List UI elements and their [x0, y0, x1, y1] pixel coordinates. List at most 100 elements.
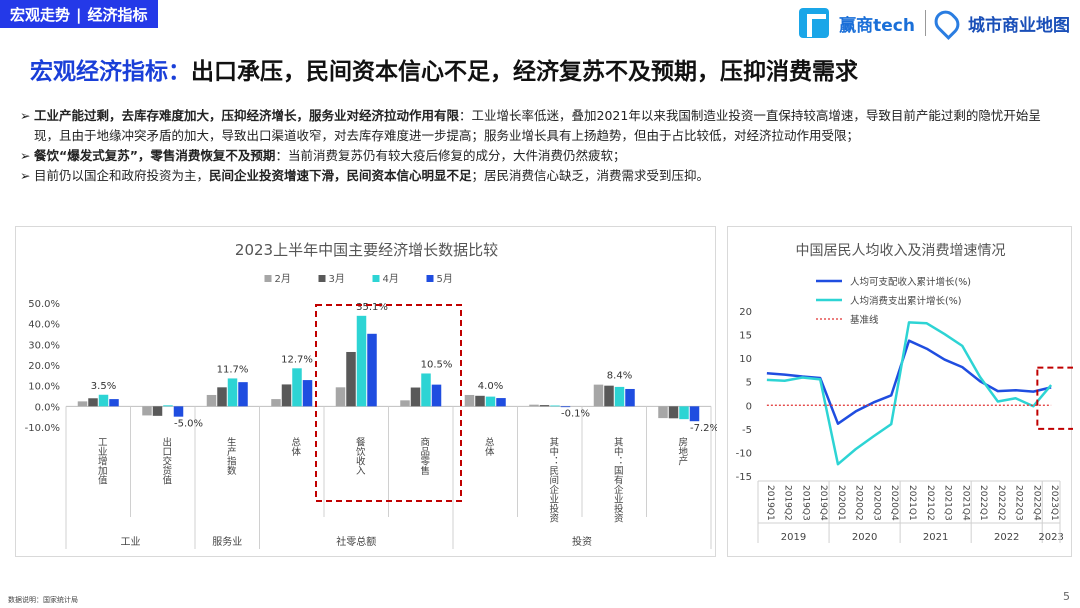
bar [421, 373, 431, 407]
category-label: 其中：民间企业投资 [547, 437, 559, 523]
data-label: 12.7% [281, 354, 313, 365]
legend-label: 基准线 [850, 314, 879, 326]
bar [152, 406, 163, 416]
bar [614, 386, 625, 407]
bar [625, 388, 635, 407]
data-label: 3.5% [91, 381, 116, 392]
y-tick-label: 40.0% [28, 320, 60, 331]
bar-chart-panel: 2023上半年中国主要经济增长数据比较 2月 3月 4月 5月 50.0% 40.0% 30.… [15, 226, 719, 557]
x-tick-label: 2019Q2 [783, 485, 793, 521]
bullet-marker-icon: ➢ [20, 148, 31, 163]
group-label: 投资 [572, 535, 592, 548]
y-tick-label: 0.0% [35, 402, 60, 413]
legend-label: 4月 [383, 273, 399, 285]
bar [206, 394, 217, 407]
bar [431, 384, 442, 407]
bar [475, 395, 485, 407]
line-chart-title: 中国居民人均收入及消费增速情况 [796, 243, 1006, 259]
bar [356, 315, 367, 407]
y-tick-label: 15 [739, 331, 752, 342]
category-label: 生产指数 [225, 436, 237, 476]
brand-logos: 赢商tech 城市商业地图 [799, 6, 1070, 40]
bar [238, 382, 248, 407]
bullet-text: ：工业增长率低迷，叠加2021年以来我国制造业投资一直保持较高增速，导致目前产能… [34, 108, 1041, 143]
y-tick-label: 10 [739, 354, 752, 365]
category-label: 其中：国有企业投资 [612, 437, 624, 523]
x-tick-label: 2020Q3 [871, 485, 881, 521]
x-tick-label: 2022Q2 [996, 485, 1006, 521]
bar [217, 387, 227, 407]
y-tick-label: -10 [736, 448, 752, 459]
x-tick-label: 2019Q1 [765, 485, 775, 521]
data-label: -5.0% [174, 419, 203, 430]
bullet-content: 餐饮“爆发式复苏”，零售消费恢复不及预期：当前消费复苏仍有较大疫后修复的成分，大… [34, 146, 625, 166]
page-title: 宏观经济指标：出口承压，民间资本信心不足，经济复苏不及预期，压抑消费需求 [30, 52, 858, 86]
y-tick-label: -5 [742, 425, 752, 436]
x-tick-label: 2023Q1 [1049, 485, 1059, 521]
y-tick-label: 20.0% [28, 361, 60, 372]
legend-label: 2月 [275, 273, 291, 285]
city-map-logo-text: 城市商业地图 [968, 15, 1070, 36]
bullet-content: 工业产能过剩，去库存难度加大，压抑经济增长，服务业对经济拉动作用有限：工业增长率… [34, 106, 1060, 146]
x-tick-label: 2022Q4 [1031, 485, 1041, 521]
logo-divider [925, 10, 926, 36]
bar-chart: 2023上半年中国主要经济增长数据比较 2月 3月 4月 5月 50.0% 40.0% 30.… [25, 241, 719, 549]
highlight-box [1036, 366, 1077, 430]
bar [658, 406, 668, 419]
bar [410, 387, 421, 407]
highlight-box [315, 304, 462, 502]
winshang-logo-icon [799, 8, 830, 38]
bullet-pre: 目前仍以国企和政府投资为主， [34, 168, 210, 183]
y-tick-label: 20 [739, 307, 752, 318]
year-label: 2021 [923, 532, 948, 543]
group-label: 服务业 [212, 535, 242, 548]
group-label: 社零总额 [336, 535, 376, 548]
bar [98, 394, 109, 407]
data-source-note: 数据说明：国家统计局 [8, 596, 78, 604]
bullet-text: ：当前消费复苏仍有较大疫后修复的成分，大件消费仍然疲软； [275, 148, 626, 163]
section-tag-right: 经济指标 [87, 6, 148, 24]
legend-label: 人均可支配收入累计增长(%) [850, 276, 971, 288]
year-label: 2022 [994, 532, 1019, 543]
bar [142, 406, 152, 416]
bullet-bold: 餐饮“爆发式复苏”，零售消费恢复不及预期 [34, 148, 276, 163]
legend-label: 3月 [329, 273, 345, 285]
winshang-logo-text: 赢商tech [839, 15, 915, 36]
bar [367, 333, 377, 407]
legend-swatch [264, 275, 272, 282]
category-label: 总体 [483, 436, 495, 457]
bar [668, 406, 679, 419]
bar [689, 406, 700, 422]
page-number: 5 [1063, 590, 1070, 603]
category-label: 餐饮收入 [354, 436, 366, 475]
x-tick-label: 2021Q3 [943, 485, 953, 521]
category-label: 房地产 [676, 436, 688, 466]
bullet-content: 目前仍以国企和政府投资为主，民间企业投资增速下滑，民间资本信心明显不足；居民消费… [34, 166, 709, 186]
x-tick-label: 2020Q4 [889, 485, 899, 521]
bar [335, 387, 346, 407]
bullet-item: ➢ 餐饮“爆发式复苏”，零售消费恢复不及预期：当前消费复苏仍有较大疫后修复的成分… [20, 146, 1060, 166]
page-title-text: 出口承压，民间资本信心不足，经济复苏不及预期，压抑消费需求 [191, 59, 858, 85]
bar [88, 398, 98, 407]
bar [400, 400, 410, 407]
y-tick-label: -10.0% [25, 423, 60, 434]
category-label: 出口交货值 [160, 436, 172, 484]
bar [464, 394, 475, 407]
bar [560, 406, 571, 408]
bullet-marker-icon: ➢ [20, 168, 31, 183]
bar [281, 384, 292, 407]
bar [550, 405, 560, 407]
x-tick-label: 2020Q2 [854, 485, 864, 521]
data-label: 4.0% [478, 381, 503, 392]
bar [346, 351, 356, 407]
y-tick-label: 5 [746, 378, 752, 389]
data-label: 11.7% [217, 364, 249, 375]
section-tag-left: 宏观走势 [10, 6, 71, 24]
x-tick-label: 2021Q4 [960, 485, 970, 521]
x-tick-label: 2021Q2 [925, 485, 935, 521]
bar [109, 399, 119, 407]
bar [271, 399, 281, 407]
legend-swatch [426, 275, 434, 282]
bar [163, 405, 173, 407]
